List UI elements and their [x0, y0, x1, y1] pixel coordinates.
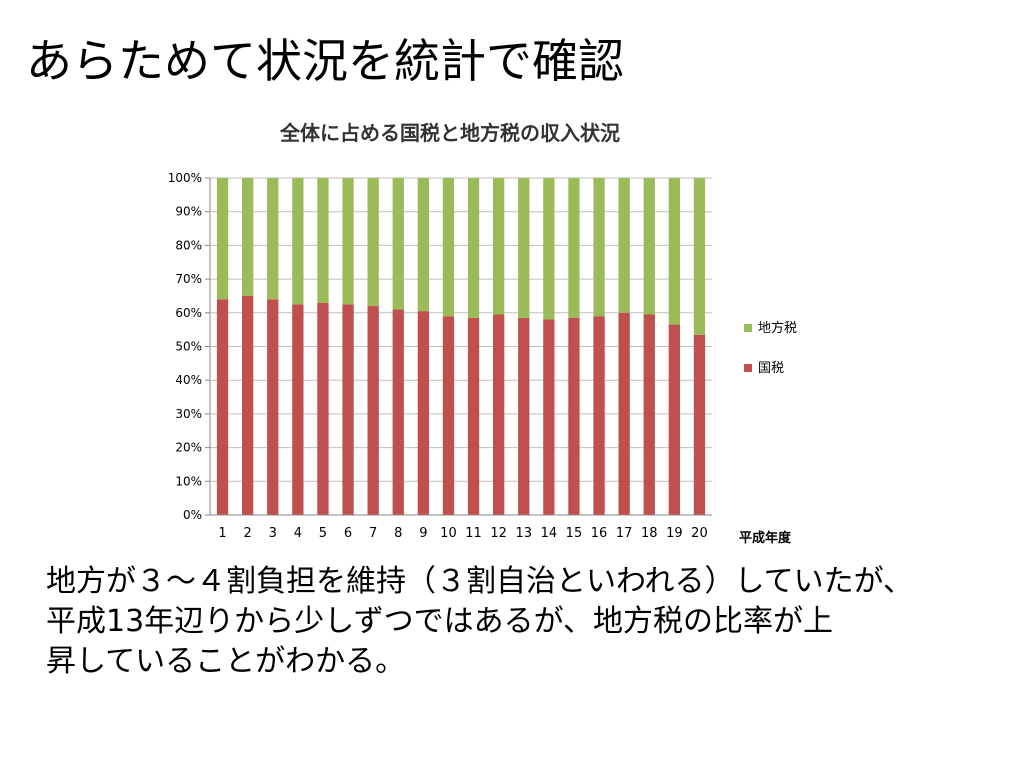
bar-segment-国税: [242, 295, 254, 515]
chart-title: 全体に占める国税と地方税の収入状況: [279, 121, 620, 145]
x-tick-label: 16: [591, 526, 608, 541]
bar-segment-地方税: [342, 178, 354, 305]
x-tick-label: 3: [269, 526, 277, 541]
x-tick-label: 7: [369, 526, 377, 541]
x-tick-label: 14: [541, 526, 558, 541]
bar-segment-国税: [593, 316, 605, 515]
bar-segment-地方税: [392, 178, 404, 310]
y-tick-label: 50%: [175, 340, 202, 354]
y-tick-label: 90%: [175, 205, 202, 219]
bar-segment-国税: [442, 316, 455, 515]
bar-segment-地方税: [216, 178, 229, 300]
bar-segment-地方税: [467, 178, 480, 318]
legend-label: 国税: [758, 361, 784, 376]
bar-segment-地方税: [242, 178, 254, 296]
bar-segment-国税: [618, 312, 630, 515]
bar-segment-国税: [543, 319, 555, 515]
bar-segment-国税: [367, 306, 379, 515]
x-tick-label: 2: [244, 526, 252, 541]
bar-segment-国税: [467, 317, 480, 515]
y-axis: 0% 10% 20% 30% 40% 50% 60% 70% 80% 90% 100%: [168, 171, 211, 522]
chart-svg: 全体に占める国税と地方税の収入状況 0%10%20%30%40%50%60%70…: [168, 121, 797, 546]
x-tick-label: 20: [691, 526, 708, 541]
legend-label: 地方税: [758, 320, 797, 336]
body-line-3: 昇していることがわかる。: [46, 644, 406, 679]
bar-segment-地方税: [493, 178, 505, 315]
bar-segment-地方税: [518, 178, 530, 318]
bar-segment-地方税: [367, 178, 379, 307]
y-tick-label: 0%: [183, 508, 202, 522]
bar-segment-地方税: [317, 178, 329, 303]
body-line-1: 地方が３～４割負担を維持（３割自治といわれる）していたが、: [46, 564, 913, 599]
y-tick-label: 40%: [175, 373, 202, 387]
x-axis: 1 2 3 4 5 6 7 8 9 10 11 12 13 14 15 16 17 18 19 20: [210, 514, 712, 541]
y-tick-label: 20%: [175, 441, 202, 455]
bar-segment-地方税: [267, 178, 279, 300]
x-tick-label: 5: [319, 526, 327, 541]
x-tick-label: 12: [490, 526, 507, 541]
bar-segment-地方税: [668, 178, 680, 325]
bar-segment-地方税: [618, 178, 630, 313]
x-tick-label: 9: [419, 526, 427, 541]
bar-segment-地方税: [693, 178, 706, 335]
legend-swatch: [744, 364, 752, 372]
bar-segment-地方税: [593, 178, 605, 317]
x-tick-label: 15: [566, 526, 583, 541]
bar-segment-国税: [668, 324, 680, 515]
y-tick-label: 80%: [175, 238, 202, 252]
body-line-2: 平成13年辺りから少しずつではあるが、地方税の比率が上: [46, 604, 833, 639]
bar-segment-国税: [342, 304, 354, 515]
bars: [216, 178, 706, 515]
bar-segment-国税: [417, 311, 429, 515]
x-tick-label: 4: [294, 526, 302, 541]
y-tick-label: 10%: [175, 474, 202, 488]
slide-title: あらためて状況を統計で確認: [26, 34, 624, 88]
bar-segment-地方税: [442, 178, 455, 317]
x-tick-label: 13: [515, 526, 532, 541]
bar-segment-地方税: [643, 178, 655, 315]
bar-segment-国税: [292, 304, 304, 515]
x-axis-label: 平成年度: [739, 530, 792, 546]
x-tick-label: 17: [616, 526, 633, 541]
bar-segment-国税: [568, 317, 580, 515]
bar-segment-国税: [216, 299, 229, 515]
y-tick-label: 100%: [168, 171, 202, 185]
x-tick-label: 11: [465, 526, 482, 541]
bar-segment-国税: [518, 317, 530, 515]
bar-segment-国税: [267, 299, 279, 515]
y-tick-label: 30%: [175, 407, 202, 421]
x-tick-label: 18: [641, 526, 658, 541]
body-text: 地方が３～４割負担を維持（３割自治といわれる）していたが、 平成13年辺りから少…: [46, 562, 1006, 682]
x-tick-label: 10: [440, 526, 457, 541]
bar-segment-地方税: [568, 178, 580, 318]
bar-segment-国税: [392, 309, 404, 515]
bar-segment-地方税: [417, 178, 429, 312]
gridlines: [210, 177, 712, 516]
bar-segment-地方税: [292, 178, 304, 305]
y-tick-label: 70%: [175, 272, 202, 286]
x-tick-label: 1: [218, 526, 226, 541]
chart: 全体に占める国税と地方税の収入状況 0% 10% 20% 30% 40% 50% 60% 70…: [150, 110, 870, 550]
bar-segment-国税: [317, 302, 329, 515]
bar-segment-地方税: [543, 178, 555, 320]
y-tick-label: 60%: [175, 306, 202, 320]
legend-swatch: [744, 324, 752, 332]
bar-segment-国税: [493, 314, 505, 515]
x-tick-label: 19: [666, 526, 683, 541]
x-tick-label: 6: [344, 526, 352, 541]
bar-segment-国税: [643, 314, 655, 515]
bar-segment-国税: [693, 334, 706, 515]
x-tick-label: 8: [394, 526, 402, 541]
